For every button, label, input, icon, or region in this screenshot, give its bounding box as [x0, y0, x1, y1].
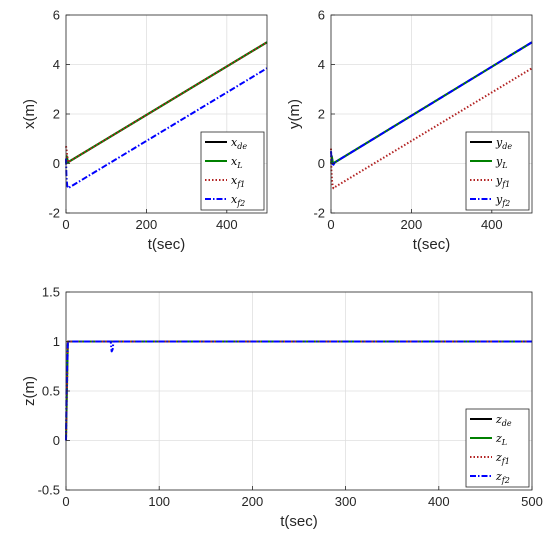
y-tick-label: 0 [53, 156, 60, 171]
series-line-y_f2 [330, 41, 533, 166]
x-axis-label: t(sec) [280, 513, 318, 530]
y-tick-label: 4 [318, 57, 325, 72]
y-tick-label: -2 [313, 206, 325, 221]
legend-box [465, 408, 530, 488]
x-axis-label: t(sec) [413, 236, 451, 253]
y-tick-label: 0 [318, 156, 325, 171]
y-tick-label: 2 [318, 107, 325, 122]
y-axis-label: y(m) [286, 99, 303, 129]
x-tick-label: 400 [481, 217, 503, 232]
x-tick-label: 400 [428, 494, 450, 509]
x-tick-label: 100 [148, 494, 170, 509]
series-line-x_f1 [65, 41, 268, 164]
y-tick-label: 2 [53, 107, 60, 122]
series-line-z_f2 [65, 340, 532, 441]
y-tick-label: -0.5 [38, 483, 60, 498]
y-tick-label: 6 [53, 8, 60, 23]
x-tick-label: 200 [242, 494, 264, 509]
legend-label-x_L: xL [231, 155, 243, 170]
x-tick-label: 0 [62, 494, 69, 509]
legend-label-y_L: yL [495, 155, 508, 170]
legend-label-x_de: xde [231, 136, 247, 151]
y-tick-label: 0 [53, 433, 60, 448]
x-tick-label: 0 [62, 217, 69, 232]
legend: zde zL zf1 zf2 [465, 408, 530, 488]
legend-label-x_f2: xf2 [231, 193, 245, 208]
chart-pz: 0 100 200 300 400 500-0.500.511.5t(sec)z(m)zd… [21, 285, 543, 531]
x-axis-label: t(sec) [148, 236, 186, 253]
x-tick-label: 300 [335, 494, 357, 509]
y-tick-label: 4 [53, 57, 60, 72]
y-tick-label: 1.5 [42, 285, 60, 300]
y-tick-label: 6 [318, 8, 325, 23]
legend-label-z_f2: zf2 [495, 470, 510, 485]
legend: xde xL xf1 xf2 [200, 131, 265, 211]
y-tick-label: 0.5 [42, 384, 60, 399]
legend-box [200, 131, 265, 211]
y-axis-label: z(m) [21, 376, 38, 406]
legend-label-y_f1: yf1 [495, 174, 510, 189]
y-tick-label: 1 [53, 334, 60, 349]
legend: yde yL yf1 yf2 [465, 131, 530, 211]
x-tick-label: 200 [136, 217, 158, 232]
x-tick-label: 500 [521, 494, 543, 509]
legend-label-x_f1: xf1 [231, 174, 245, 189]
x-tick-label: 0 [327, 217, 334, 232]
x-tick-label: 400 [216, 217, 238, 232]
y-tick-label: -2 [48, 206, 60, 221]
x-tick-label: 200 [401, 217, 423, 232]
legend-label-z_f1: zf1 [495, 451, 510, 466]
legend-label-y_f2: yf2 [495, 193, 510, 208]
legend-label-z_L: zL [495, 432, 507, 447]
legend-label-z_de: zde [495, 413, 512, 428]
y-axis-label: x(m) [21, 99, 38, 129]
legend-label-y_de: yde [495, 136, 512, 151]
legend-box [465, 131, 530, 211]
